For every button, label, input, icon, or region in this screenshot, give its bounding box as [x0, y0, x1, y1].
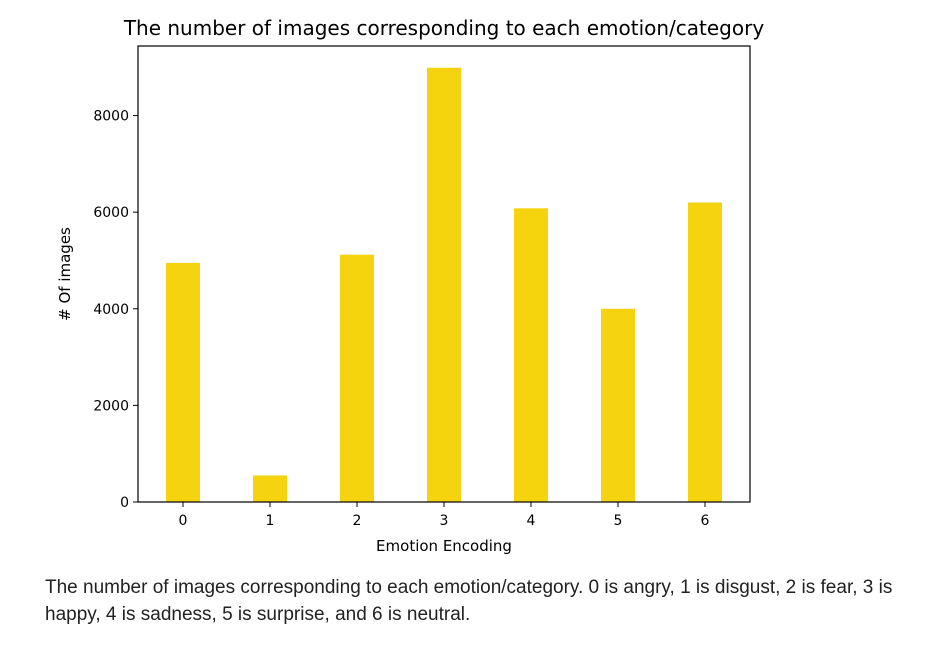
x-tick-label: 1 — [266, 513, 275, 529]
chart-title: The number of images corresponding to ea… — [123, 16, 765, 40]
y-tick-label: 8000 — [93, 109, 129, 125]
y-axis-label: # Of images — [56, 227, 74, 321]
x-tick-label: 2 — [353, 513, 362, 529]
x-tick-label: 6 — [701, 513, 710, 529]
bar-2 — [340, 254, 374, 502]
bar-chart: The number of images corresponding to ea… — [56, 16, 765, 555]
y-tick-label: 2000 — [93, 398, 129, 414]
bar-5 — [601, 308, 635, 502]
bar-4 — [514, 208, 548, 502]
x-tick-label: 4 — [527, 513, 536, 529]
bar-6 — [688, 202, 722, 502]
y-tick-label: 0 — [120, 495, 129, 511]
x-axis-label: Emotion Encoding — [376, 537, 512, 555]
figure-caption: The number of images corresponding to ea… — [45, 577, 893, 625]
x-tick-label: 3 — [440, 513, 449, 529]
x-tick-label: 0 — [179, 513, 188, 529]
x-tick-label: 5 — [614, 513, 623, 529]
bar-1 — [253, 475, 287, 502]
plot-frame — [137, 45, 751, 503]
bar-0 — [166, 262, 200, 502]
y-tick-label: 4000 — [93, 302, 129, 318]
y-tick-label: 6000 — [93, 205, 129, 221]
bar-3 — [427, 67, 461, 502]
